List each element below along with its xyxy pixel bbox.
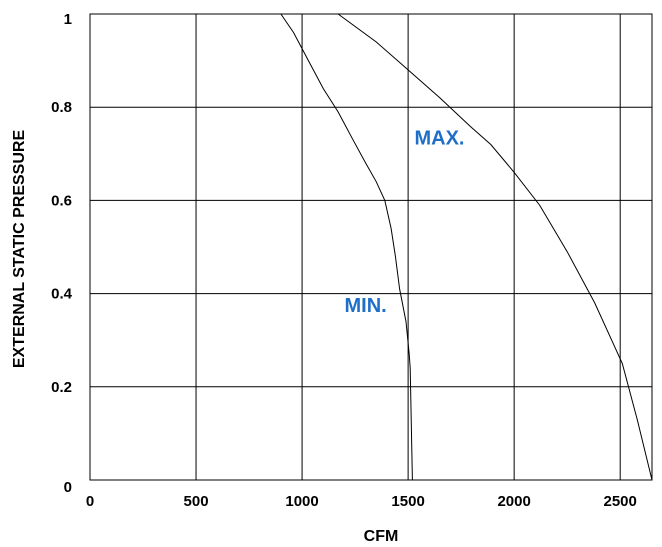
series-line-max [337, 13, 653, 481]
x-tick-label: 0 [86, 493, 94, 510]
series-line-min [280, 13, 413, 481]
x-tick-label: 1000 [285, 493, 318, 510]
y-tick-label: 0.2 [51, 379, 72, 396]
curves [280, 13, 653, 481]
x-axis-label: CFM [364, 528, 399, 545]
x-tick-label: 500 [184, 493, 209, 510]
x-tick-label: 2000 [497, 493, 530, 510]
grid [89, 13, 653, 481]
y-tick-label: 1 [64, 11, 72, 28]
y-tick-label: 0.8 [51, 99, 72, 116]
y-tick-labels: 0 0.2 0.4 0.6 0.8 1 [51, 11, 73, 496]
x-tick-label: 2500 [604, 493, 637, 510]
series-label-min: MIN. [344, 295, 386, 317]
series-labels: MAX. MIN. [344, 127, 464, 317]
x-tick-labels: 0 500 1000 1500 2000 2500 [86, 493, 637, 510]
y-tick-label: 0.4 [51, 286, 73, 303]
x-tick-label: 1500 [391, 493, 424, 510]
y-tick-label: 0.6 [51, 192, 72, 209]
y-axis-label: EXTERNAL STATIC PRESSURE [11, 130, 28, 369]
series-label-max: MAX. [414, 127, 464, 149]
y-tick-label: 0 [64, 479, 72, 496]
plot-frame [89, 13, 653, 481]
